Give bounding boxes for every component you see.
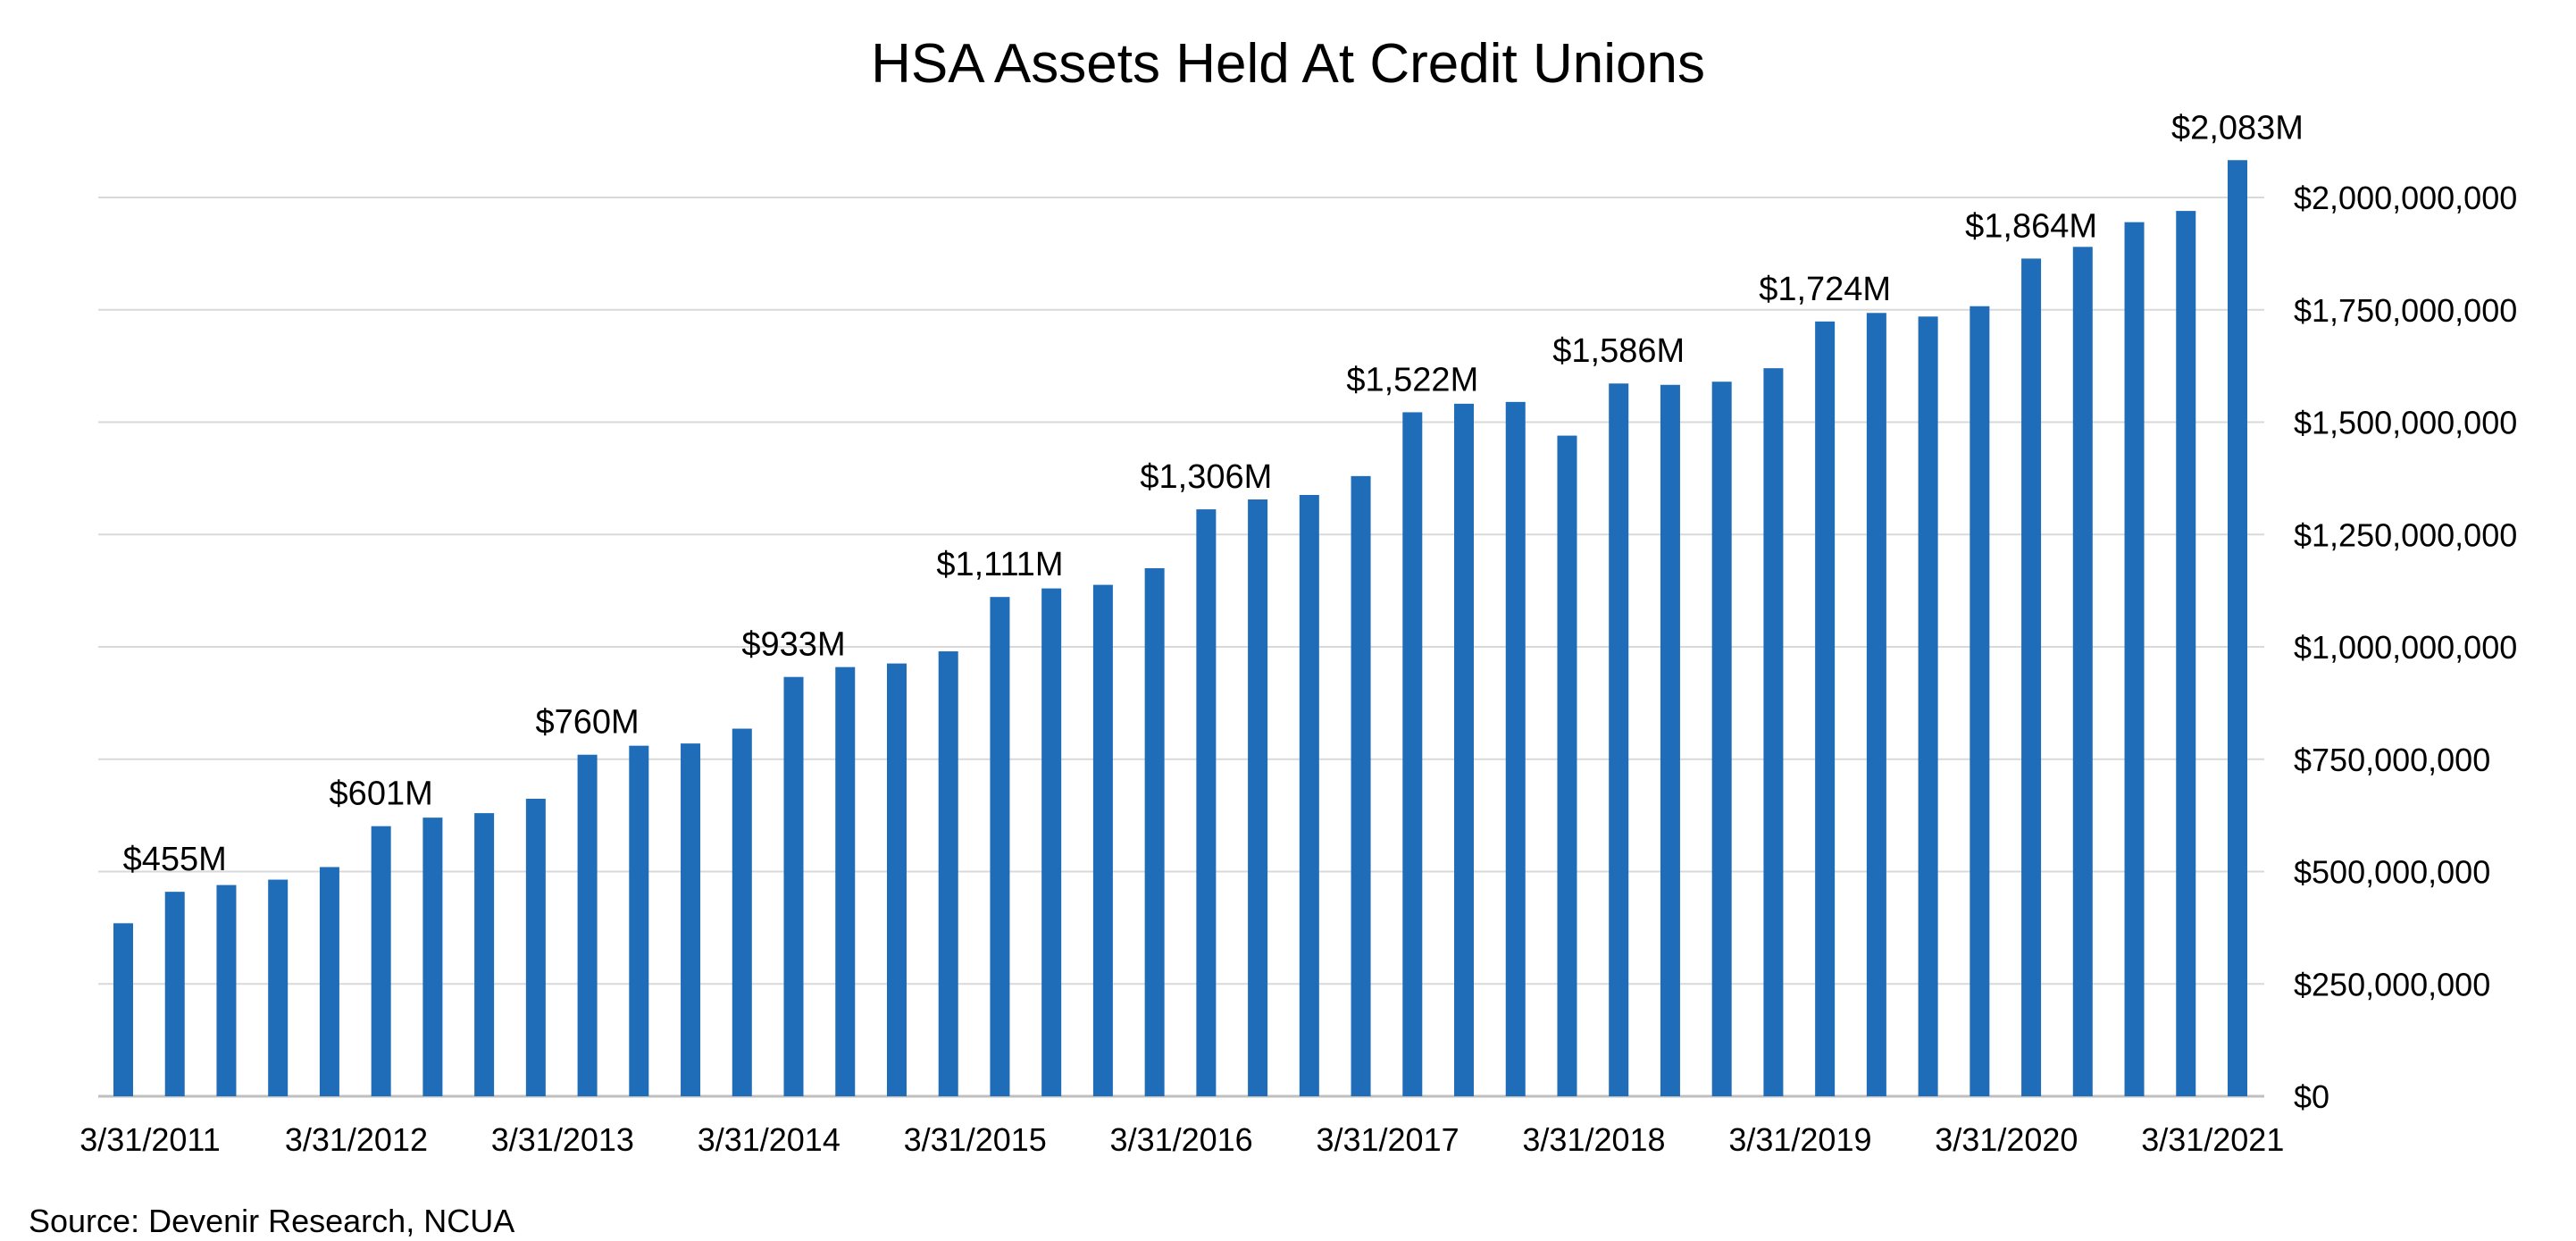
bar — [1763, 368, 1783, 1096]
bar — [2021, 258, 2041, 1096]
bar — [113, 923, 133, 1096]
x-tick-label: 3/31/2014 — [698, 1121, 841, 1158]
bar — [1867, 313, 1886, 1096]
bar — [526, 799, 546, 1096]
y-tick-label: $250,000,000 — [2294, 966, 2490, 1002]
data-label: $1,111M — [936, 546, 1063, 583]
bar — [1402, 412, 1422, 1096]
bar — [1196, 509, 1216, 1096]
data-label: $601M — [330, 776, 433, 813]
bar — [1145, 568, 1165, 1096]
bar — [939, 651, 958, 1096]
bar — [732, 729, 752, 1096]
bar — [1093, 585, 1113, 1096]
bar — [216, 885, 236, 1096]
y-tick-label: $750,000,000 — [2294, 742, 2490, 778]
bar — [629, 746, 648, 1096]
x-tick-label: 3/31/2021 — [2141, 1121, 2284, 1158]
x-tick-label: 3/31/2013 — [491, 1121, 634, 1158]
y-tick-label: $1,750,000,000 — [2294, 292, 2517, 329]
bar — [1712, 382, 1732, 1096]
bar — [1041, 589, 1061, 1096]
y-tick-label: $2,000,000,000 — [2294, 180, 2517, 216]
x-tick-label: 3/31/2017 — [1316, 1121, 1459, 1158]
bar — [422, 818, 442, 1096]
bar — [165, 892, 185, 1096]
bar — [578, 755, 598, 1096]
data-label: $1,522M — [1346, 361, 1478, 398]
bar — [887, 664, 907, 1096]
x-tick-label: 3/31/2012 — [285, 1121, 428, 1158]
bar — [1919, 316, 1938, 1096]
bar — [681, 743, 700, 1096]
bar — [990, 597, 1009, 1096]
y-tick-label: $500,000,000 — [2294, 854, 2490, 891]
y-tick-label: $1,000,000,000 — [2294, 629, 2517, 666]
bar — [1609, 383, 1628, 1096]
x-tick-label: 3/31/2016 — [1110, 1121, 1253, 1158]
bar — [1351, 476, 1371, 1096]
bar — [2073, 247, 2093, 1096]
bar — [1557, 436, 1577, 1096]
bar — [372, 826, 391, 1096]
x-tick-label: 3/31/2018 — [1522, 1121, 1665, 1158]
bar — [835, 667, 855, 1096]
data-label: $2,083M — [2171, 109, 2304, 147]
source-note: Source: Devenir Research, NCUA — [29, 1203, 514, 1240]
bar — [474, 813, 494, 1096]
bar — [320, 867, 339, 1096]
bar — [1506, 402, 1526, 1096]
bar — [1248, 499, 1267, 1096]
x-tick-label: 3/31/2019 — [1728, 1121, 1871, 1158]
bar — [268, 880, 288, 1096]
bar — [1454, 404, 1474, 1096]
bar — [2125, 222, 2145, 1096]
data-label: $1,864M — [1965, 207, 2097, 245]
y-tick-label: $1,250,000,000 — [2294, 516, 2517, 553]
bar — [1815, 322, 1835, 1096]
data-label: $933M — [741, 626, 845, 664]
bar — [784, 677, 804, 1096]
data-label: $1,306M — [1140, 458, 1272, 496]
y-tick-label: $0 — [2294, 1078, 2329, 1115]
data-label: $455M — [123, 841, 227, 878]
y-tick-label: $1,500,000,000 — [2294, 405, 2517, 441]
bar — [1300, 495, 1319, 1096]
bar — [2176, 211, 2195, 1096]
bar — [1970, 306, 1989, 1096]
bar — [2228, 160, 2247, 1096]
data-label: $760M — [535, 704, 639, 742]
bar — [1660, 385, 1680, 1096]
x-tick-label: 3/31/2011 — [79, 1121, 220, 1158]
data-label: $1,586M — [1552, 332, 1685, 370]
x-tick-label: 3/31/2020 — [1935, 1121, 2078, 1158]
x-tick-label: 3/31/2015 — [904, 1121, 1047, 1158]
data-label: $1,724M — [1759, 271, 1891, 308]
